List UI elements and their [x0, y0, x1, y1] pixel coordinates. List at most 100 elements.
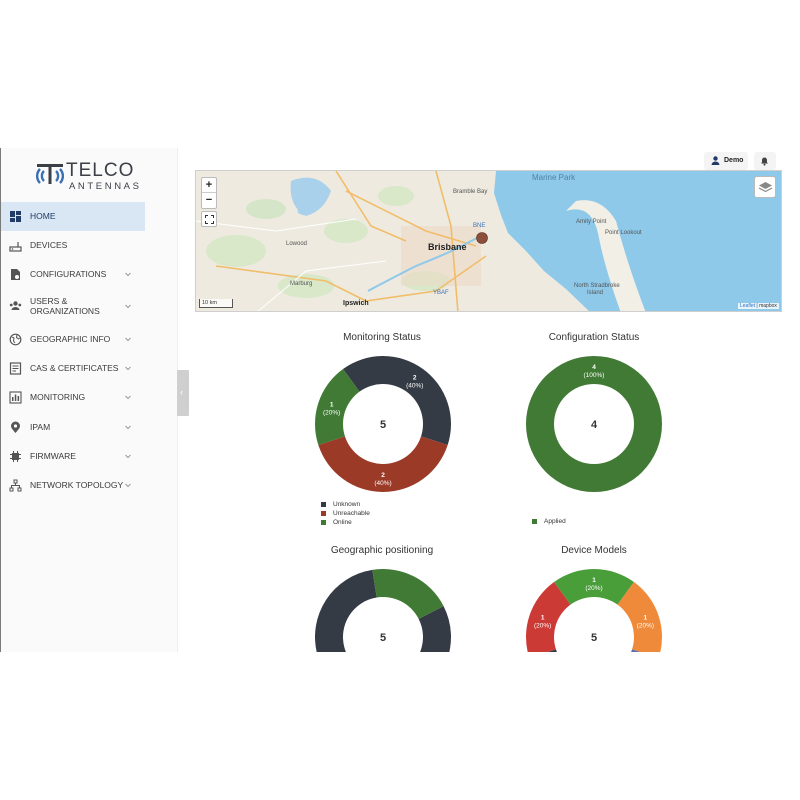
chart-title-configuration-status: Configuration Status [548, 332, 640, 343]
certificate-icon [9, 362, 22, 375]
legend-swatch [321, 502, 326, 507]
chevron-down-icon [125, 366, 131, 371]
user-menu-button[interactable]: Demo [704, 152, 748, 170]
donut-segment-segment-0[interactable] [315, 569, 451, 652]
donut-segment-unknown[interactable] [343, 356, 451, 446]
map-label-bne: BNE [473, 223, 486, 229]
map-label-brisbane: Brisbane [428, 242, 467, 252]
map-attribution: Leaflet | mapbox [738, 303, 779, 309]
sidebar-item-geographic-info[interactable]: GEOGRAPHIC INFO [0, 325, 145, 354]
sidebar-item-label: CAS & CERTIFICATES [30, 363, 119, 373]
telco-antennas-logo[interactable]: TELCO ANTENNAS [36, 160, 146, 192]
leaflet-link[interactable]: Leaflet [740, 303, 756, 309]
zoom-in-button[interactable]: + [202, 178, 216, 193]
chevron-down-icon [125, 425, 131, 430]
chevron-down-icon [125, 337, 131, 342]
chevron-down-icon [125, 395, 131, 400]
chevron-left-icon: ‹ [180, 387, 183, 397]
sidebar-item-devices[interactable]: DEVICES [0, 231, 145, 260]
legend-label: Unreachable [333, 510, 370, 517]
donut-segment-segment-0[interactable] [554, 569, 634, 605]
sidebar-collapse-handle[interactable]: ‹ [177, 370, 189, 416]
donut-segment-segment-3[interactable] [529, 649, 594, 652]
sidebar-item-label: CONFIGURATIONS [30, 269, 107, 279]
configuration-status-donut[interactable]: 4(100%)4 [525, 355, 663, 493]
segment-percent-label: (20%) [534, 622, 551, 629]
globe-icon [9, 333, 22, 346]
router-icon [9, 242, 22, 252]
chevron-down-icon [125, 454, 131, 459]
segment-percent-label: (100%) [584, 372, 605, 379]
map-label-bramble-bay: Bramble Bay [453, 189, 488, 195]
segment-value-label: 1 [644, 614, 648, 621]
fullscreen-button[interactable] [201, 211, 217, 227]
sidebar-item-label: IPAM [30, 422, 51, 432]
donut-center-total: 4 [591, 419, 598, 431]
donut-center-total: 5 [380, 419, 386, 431]
label-line-1: USERS & [30, 296, 68, 306]
segment-percent-label: (40%) [374, 480, 391, 487]
sidebar-item-firmware[interactable]: FIRMWARE [0, 442, 145, 471]
device-map[interactable]: Marine Park Bramble Bay BNE Brisbane YBA… [195, 170, 782, 312]
donut-segment-segment-1[interactable] [372, 569, 444, 619]
geographic-positioning-donut[interactable]: 4(80%)5 [314, 568, 452, 652]
location-pin-icon [11, 421, 20, 433]
segment-value-label: 4 [592, 364, 596, 371]
donut-segment-applied[interactable] [526, 356, 662, 492]
label-line-2: ORGANIZATIONS [30, 306, 100, 316]
sidebar-item-cas-certificates[interactable]: CAS & CERTIFICATES [0, 354, 145, 383]
segment-percent-label: (40%) [406, 382, 423, 389]
donut-segment-segment-1[interactable] [617, 581, 662, 652]
fullscreen-icon [205, 215, 214, 224]
donut-center-total: 5 [380, 632, 386, 644]
layers-button[interactable] [754, 176, 776, 198]
device-models-donut[interactable]: 1(20%)1(20%)1(20%)5 [525, 568, 663, 652]
donut-segment-online[interactable] [315, 368, 360, 446]
sidebar-item-label: MONITORING [30, 392, 86, 402]
donut-segment-segment-2[interactable] [594, 649, 659, 652]
segment-value-label: 1 [592, 577, 596, 584]
map-scale: 10 km [199, 299, 233, 308]
segment-value-label: 1 [330, 401, 334, 408]
chip-icon [10, 451, 21, 462]
window-edge [0, 148, 1, 652]
bar-chart-icon [9, 391, 22, 404]
map-label-point-lookout: Point Lookout [605, 230, 642, 236]
map-label-marburg: Marburg [290, 281, 313, 287]
legend-label: Applied [544, 518, 566, 525]
sidebar-item-home[interactable]: HOME [0, 202, 145, 231]
app-window: TELCO ANTENNAS HOME DEVICES CONFIGURATIO… [0, 148, 800, 652]
user-icon [711, 156, 720, 165]
sidebar-item-monitoring[interactable]: MONITORING [0, 383, 145, 412]
map-label-lowood: Lowood [286, 241, 308, 247]
notifications-button[interactable] [754, 152, 776, 170]
logo-text-telco: TELCO [66, 160, 135, 181]
chart-title-device-models: Device Models [561, 545, 627, 556]
sidebar-item-network-topology[interactable]: NETWORK TOPOLOGY [0, 471, 145, 500]
mapbox-link[interactable]: mapbox [759, 303, 777, 309]
sidebar-item-configurations[interactable]: CONFIGURATIONS [0, 260, 145, 289]
legend-label: Online [333, 519, 352, 526]
segment-value-label: 1 [541, 614, 545, 621]
map-label-ybaf: YBAF [433, 290, 449, 296]
sidebar-item-ipam[interactable]: IPAM [0, 413, 145, 442]
user-name: Demo [724, 157, 744, 164]
sidebar-item-users-organizations[interactable]: USERS & ORGANIZATIONS [0, 292, 145, 321]
sidebar-item-label: NETWORK TOPOLOGY [30, 480, 124, 490]
donut-segment-unreachable[interactable] [318, 436, 448, 492]
map-label-marine-park: Marine Park [532, 173, 576, 182]
zoom-control: + − [201, 177, 217, 209]
monitoring-status-donut[interactable]: 2(40%)2(40%)1(20%)5 [314, 355, 452, 493]
map-label-amity-point: Amity Point [576, 219, 607, 225]
map-label-island: Island [587, 290, 604, 296]
legend-swatch [321, 520, 326, 525]
chevron-down-icon [125, 483, 131, 488]
segment-percent-label: (20%) [585, 585, 602, 592]
attribution-separator: | [755, 303, 760, 309]
users-icon [9, 301, 22, 310]
dashboard-icon [10, 211, 21, 222]
donut-segment-segment-4[interactable] [526, 581, 571, 652]
layers-icon [758, 182, 773, 193]
zoom-out-button[interactable]: − [205, 194, 213, 206]
chevron-down-icon [125, 272, 131, 277]
